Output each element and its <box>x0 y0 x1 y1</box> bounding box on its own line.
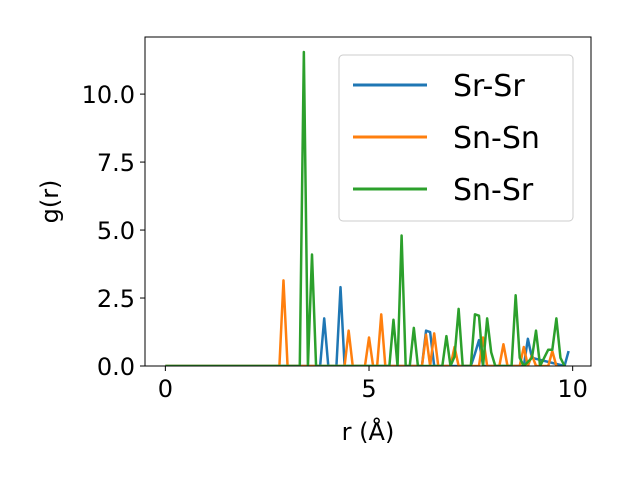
x-tick-label: 0 <box>158 375 173 403</box>
legend-label: Sn-Sr <box>453 173 534 208</box>
y-axis: 0.0 2.5 5.0 7.5 10.0 <box>82 81 145 381</box>
y-tick-label: 0.0 <box>97 353 135 381</box>
plot-frame <box>144 36 592 367</box>
legend-label: Sr-Sr <box>453 69 525 104</box>
y-tick-label: 7.5 <box>97 149 135 177</box>
legend: Sr-Sr Sn-Sn Sn-Sr <box>338 54 574 222</box>
x-axis: 0 5 10 <box>158 366 588 403</box>
series-line-sn-sn <box>165 279 558 366</box>
x-tick-label: 5 <box>361 375 376 403</box>
y-axis-label: g(r) <box>36 180 64 224</box>
y-tick-label: 2.5 <box>97 285 135 313</box>
y-tick-label: 10.0 <box>82 81 135 109</box>
legend-box <box>338 54 574 222</box>
series-layer <box>165 50 570 366</box>
x-tick-label: 10 <box>557 375 588 403</box>
series-line-sn-sr <box>165 50 566 366</box>
x-axis-label: r (Å) <box>342 417 395 446</box>
y-tick-label: 5.0 <box>97 217 135 245</box>
legend-label: Sn-Sn <box>453 121 540 156</box>
